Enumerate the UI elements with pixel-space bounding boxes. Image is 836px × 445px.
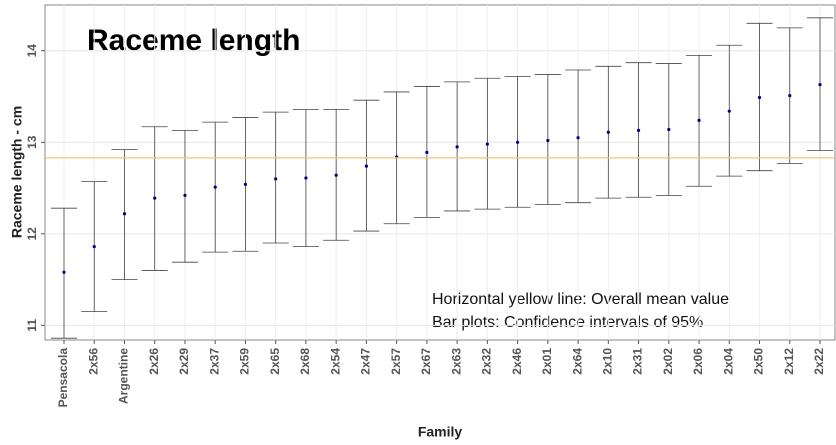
y-axis-label: Raceme length - cm [9,106,25,238]
mean-point [455,145,459,149]
x-tick-label: 2x32 [480,348,494,375]
x-tick-label: 2x54 [328,348,342,375]
x-tick-label: 2x46 [510,348,524,375]
x-axis-label: Family [418,424,463,440]
mean-point [153,196,157,200]
y-tick-label: 12 [25,227,39,241]
x-tick-label: 2x56 [86,348,100,375]
mean-point [546,138,550,143]
x-tick-label: 2x65 [268,348,282,375]
x-tick-label: 2x12 [782,348,796,375]
x-tick-label: 2x06 [691,348,705,375]
y-tick-label: 11 [25,319,39,332]
x-tick-label: 2x47 [359,348,373,375]
x-tick-label: 2x59 [238,348,252,375]
x-tick-label: 2x10 [600,348,614,375]
x-tick-label: 2x22 [812,348,826,375]
y-tick-label: 13 [25,135,39,149]
chart-title: Raceme length [87,24,300,57]
mean-point [213,185,217,189]
x-tick-label: 2x01 [540,348,554,375]
mean-point [788,94,792,98]
mean-point [818,83,822,87]
x-tick-label: 2x50 [752,348,766,375]
x-tick-label: 2x29 [177,348,191,375]
x-tick-label: 2x31 [631,348,645,375]
mean-point [576,136,580,140]
plot-panel [44,4,836,341]
annotation: Bar plots: Confidence intervals of 95% [432,314,703,331]
x-tick-label: Pensacola [56,348,70,408]
annotation: Horizontal yellow line: Overall mean val… [432,291,729,308]
x-tick-label: 2x63 [449,348,463,375]
mean-point [425,150,429,154]
mean-point [304,176,308,180]
mean-point [364,164,368,168]
mean-point [334,173,338,177]
mean-point [243,182,248,186]
mean-point [697,118,701,122]
mean-point [727,109,731,113]
mean-point [92,245,96,249]
mean-point [183,193,187,197]
x-tick-label: 2x02 [661,348,675,375]
x-tick-label: 2x57 [389,348,403,375]
mean-point [274,177,278,181]
mean-point [516,140,520,144]
x-tick-label: 2x68 [298,348,312,375]
mean-point [757,95,762,100]
x-tick-label: 2x67 [419,348,433,375]
y-tick-label: 14 [25,44,39,58]
mean-point [667,127,671,132]
x-tick-label: 2x04 [721,348,735,375]
x-tick-label: 2x26 [147,348,161,375]
mean-point [485,142,489,146]
mean-point [122,212,127,216]
mean-point [62,270,66,274]
mean-point [606,130,610,134]
x-tick-label: Argentine [117,348,131,404]
x-tick-label: 2x64 [570,348,584,375]
mean-point [636,128,641,132]
x-tick-label: 2x37 [207,348,221,375]
